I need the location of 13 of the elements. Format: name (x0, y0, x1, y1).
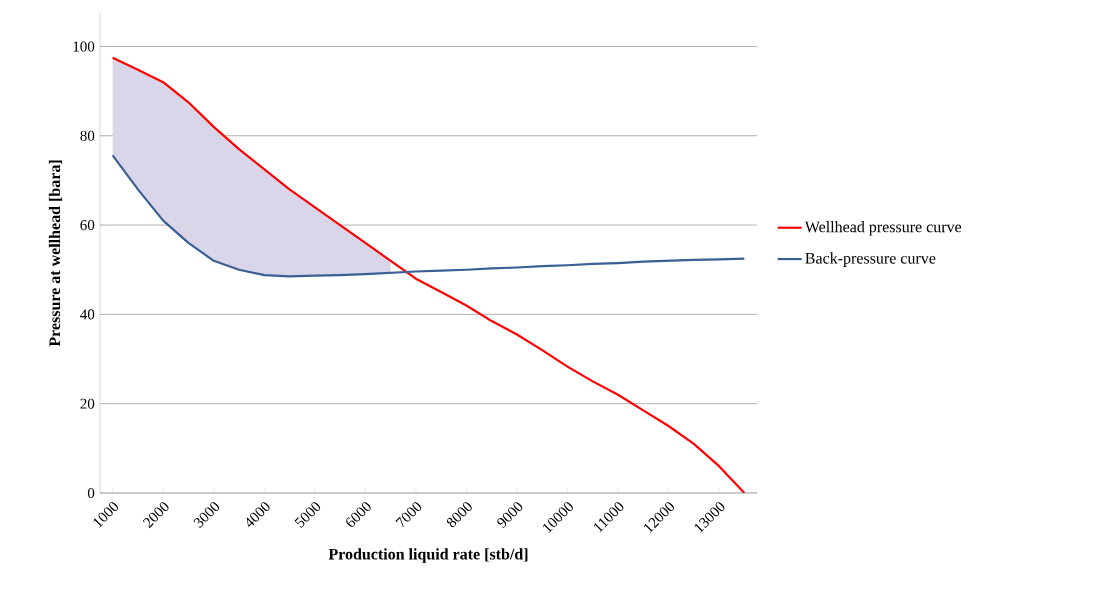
y-tick-label: 0 (87, 487, 95, 499)
x-tick-label: 7000 (395, 502, 422, 528)
x-axis-title: Production liquid rate [stb/d] (328, 548, 528, 563)
y-tick-label: 100 (73, 41, 95, 52)
legend-label: Back-pressure curve (805, 252, 936, 267)
y-axis-title: Pressure at wellhead [bara] (48, 160, 63, 347)
y-tick-label: 40 (80, 309, 95, 320)
y-tick-label: 80 (80, 130, 95, 141)
y-tick-label: 60 (80, 220, 95, 231)
legend-label: Wellhead pressure curve (804, 221, 962, 236)
x-tick-label: 6000 (346, 502, 371, 527)
x-tick-label: 4000 (246, 502, 270, 527)
y-tick-label: 20 (80, 398, 95, 409)
